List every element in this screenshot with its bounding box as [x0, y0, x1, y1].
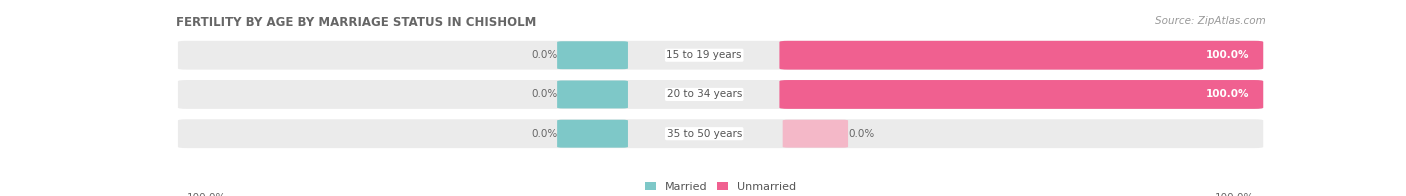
- Text: 100.0%: 100.0%: [1205, 50, 1249, 60]
- Text: Source: ZipAtlas.com: Source: ZipAtlas.com: [1154, 16, 1265, 26]
- FancyBboxPatch shape: [779, 80, 1263, 109]
- FancyBboxPatch shape: [179, 119, 1263, 148]
- Text: 0.0%: 0.0%: [531, 129, 557, 139]
- Text: 15 to 19 years: 15 to 19 years: [666, 50, 742, 60]
- Text: FERTILITY BY AGE BY MARRIAGE STATUS IN CHISHOLM: FERTILITY BY AGE BY MARRIAGE STATUS IN C…: [176, 16, 536, 29]
- Text: 100.0%: 100.0%: [187, 192, 226, 196]
- Text: 0.0%: 0.0%: [531, 50, 557, 60]
- Text: 0.0%: 0.0%: [531, 89, 557, 99]
- FancyBboxPatch shape: [179, 80, 1263, 109]
- FancyBboxPatch shape: [783, 120, 848, 148]
- Text: 35 to 50 years: 35 to 50 years: [666, 129, 742, 139]
- Legend: Married, Unmarried: Married, Unmarried: [641, 177, 800, 196]
- FancyBboxPatch shape: [557, 81, 628, 108]
- Text: 20 to 34 years: 20 to 34 years: [666, 89, 742, 99]
- FancyBboxPatch shape: [557, 120, 628, 148]
- FancyBboxPatch shape: [557, 41, 628, 69]
- Text: 100.0%: 100.0%: [1215, 192, 1254, 196]
- Text: 0.0%: 0.0%: [848, 129, 875, 139]
- FancyBboxPatch shape: [179, 41, 1263, 70]
- Text: 100.0%: 100.0%: [1205, 89, 1249, 99]
- FancyBboxPatch shape: [779, 41, 1263, 70]
